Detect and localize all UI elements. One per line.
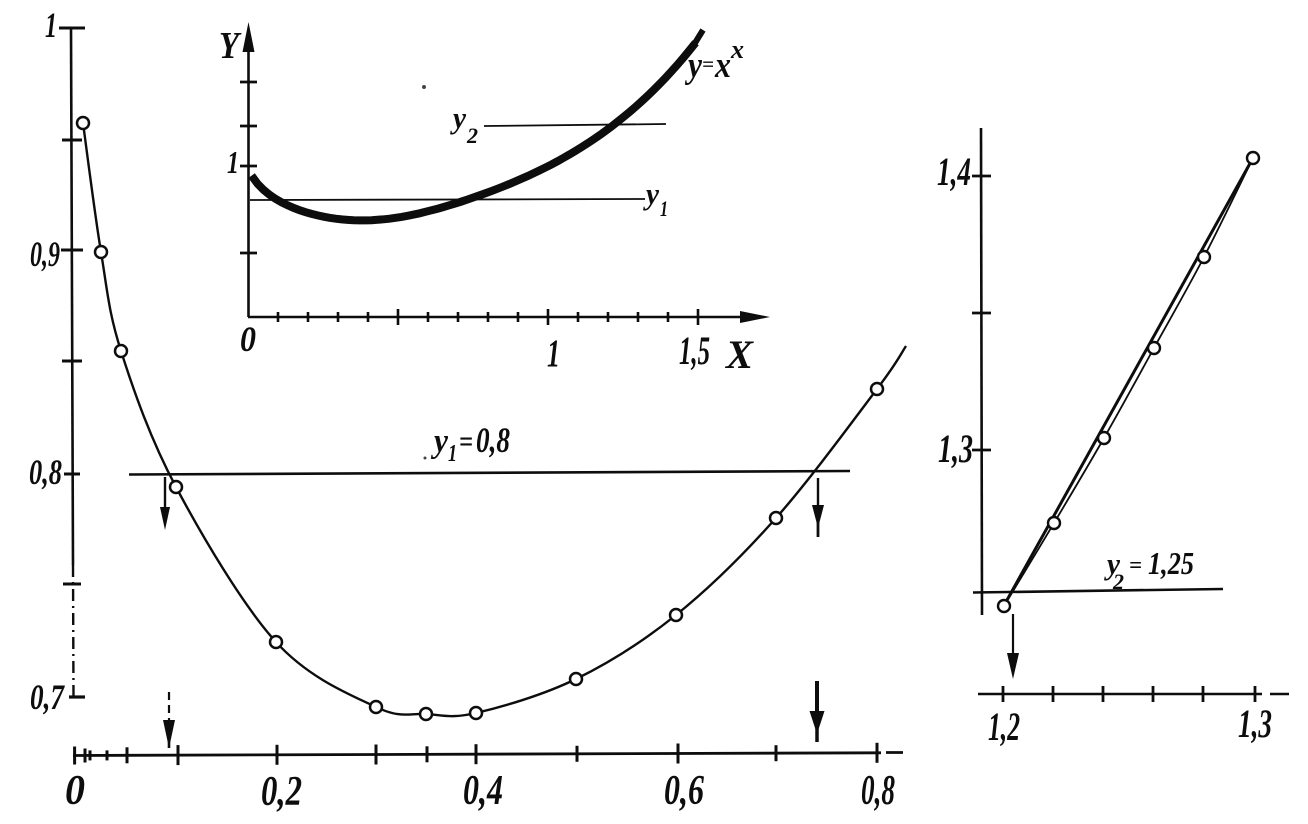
svg-text:1,25: 1,25	[1148, 545, 1194, 581]
svg-text:0,8: 0,8	[861, 768, 895, 814]
svg-text:1,2: 1,2	[988, 704, 1020, 749]
svg-text:y: y	[1103, 546, 1120, 581]
svg-text:0,7: 0,7	[30, 677, 66, 717]
svg-text:X: X	[724, 332, 754, 377]
svg-text:0,6: 0,6	[664, 768, 704, 814]
svg-text:y: y	[449, 100, 466, 135]
svg-text:0,9: 0,9	[30, 234, 60, 274]
svg-text:0: 0	[65, 768, 85, 814]
svg-text:1: 1	[660, 196, 668, 221]
svg-text:1,3: 1,3	[1238, 701, 1272, 746]
svg-text:=: =	[1129, 552, 1142, 577]
svg-text:1,3: 1,3	[938, 426, 973, 471]
svg-text:=: =	[459, 425, 473, 458]
svg-text:=: =	[702, 54, 714, 76]
svg-text:y: y	[430, 423, 449, 460]
svg-text:0,4: 0,4	[463, 768, 503, 814]
svg-text:0,2: 0,2	[261, 769, 302, 815]
svg-text:1: 1	[45, 5, 57, 45]
svg-text:1: 1	[547, 332, 560, 375]
svg-text:1: 1	[227, 144, 239, 180]
svg-text:x: x	[730, 35, 744, 64]
svg-text:x: x	[714, 45, 731, 86]
svg-text:1,4: 1,4	[937, 149, 971, 194]
svg-text:0,8: 0,8	[29, 452, 62, 492]
svg-text:0: 0	[240, 319, 256, 359]
svg-text:y: y	[685, 45, 703, 86]
svg-text:2: 2	[1112, 569, 1124, 594]
svg-text:Y: Y	[219, 25, 242, 67]
svg-text:1,5: 1,5	[679, 328, 710, 373]
svg-text:0,8: 0,8	[476, 420, 510, 460]
svg-text:2: 2	[466, 123, 478, 148]
svg-text:y: y	[642, 176, 659, 211]
svg-text:1: 1	[448, 441, 457, 467]
